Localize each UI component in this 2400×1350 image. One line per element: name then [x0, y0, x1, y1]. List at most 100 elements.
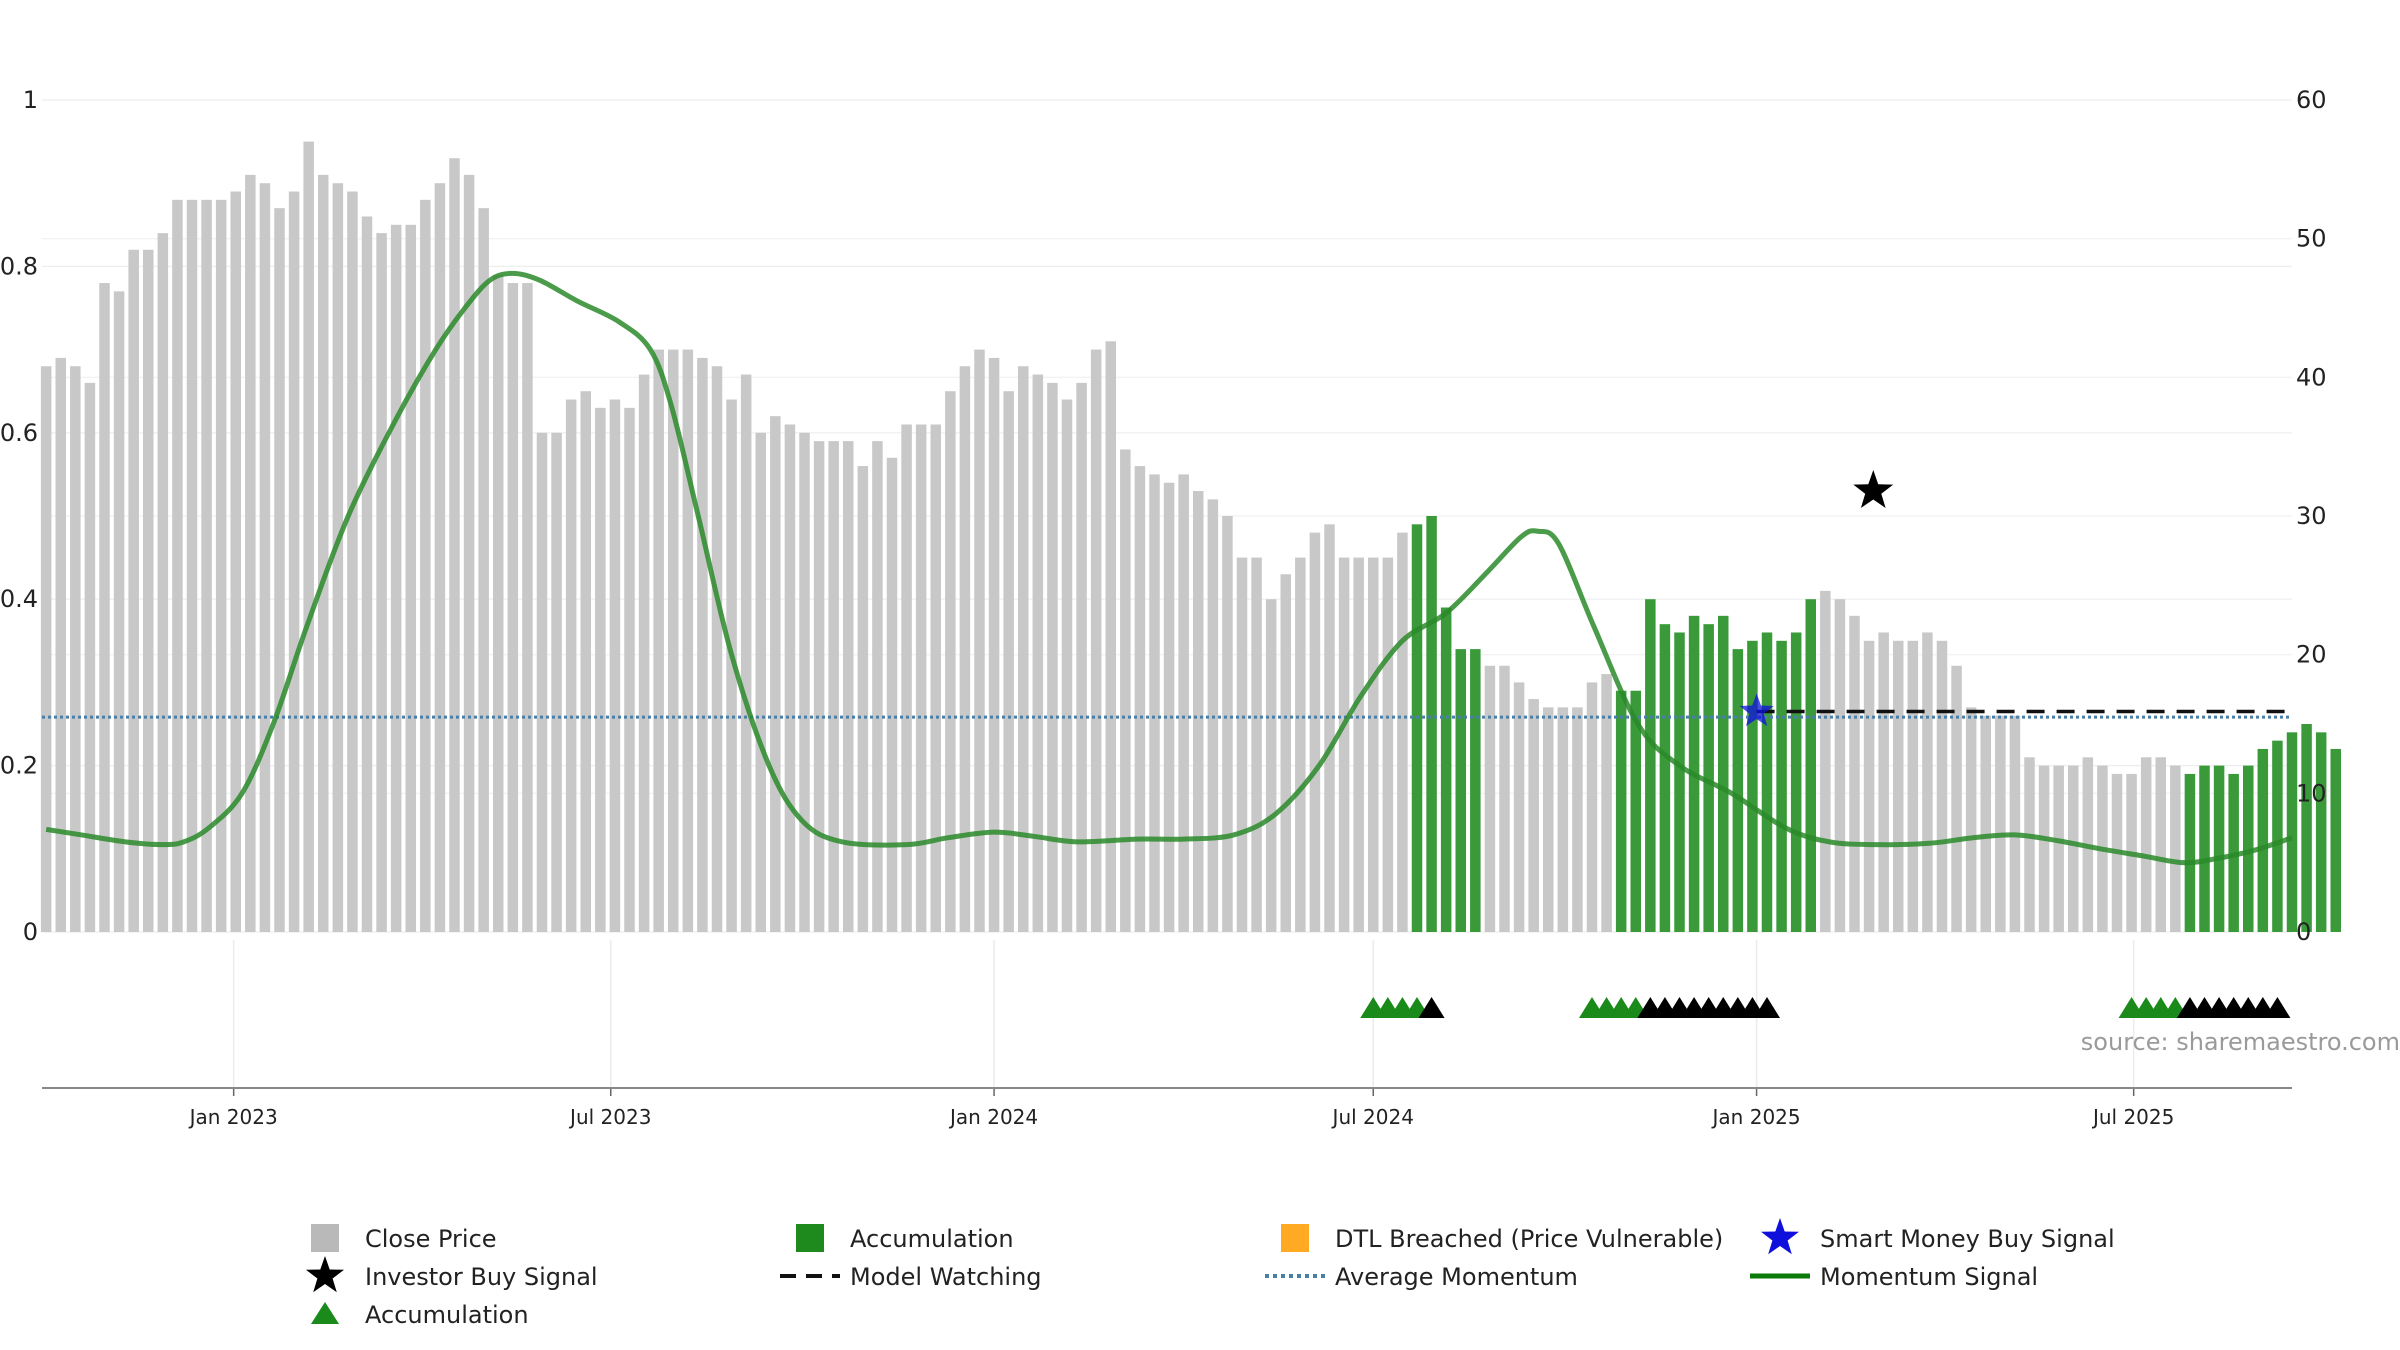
close-price-bar: [1820, 590, 1831, 932]
close-price-bar: [770, 416, 781, 932]
accumulation-bar: [1440, 607, 1452, 932]
close-price-bar: [1893, 640, 1904, 932]
y-right-tick-label: 0: [2296, 918, 2311, 946]
close-price-bar: [332, 183, 344, 932]
marker-row: [1360, 997, 2291, 1018]
close-price-bar: [478, 208, 489, 932]
y-left-tick-label: 0.8: [0, 252, 38, 280]
close-price-bar: [1149, 474, 1160, 932]
close-price-bar: [245, 174, 256, 932]
close-price-bar: [1134, 466, 1146, 932]
close-price-bar: [1090, 349, 1102, 933]
accumulation-bar: [1615, 690, 1627, 932]
accumulation-bar: [1455, 649, 1466, 932]
close-price-bar: [449, 158, 460, 933]
close-price-bar: [1222, 516, 1233, 932]
legend-label: Accumulation: [850, 1225, 1014, 1253]
close-price-bar: [1499, 665, 1510, 932]
accumulation-bar: [1630, 690, 1641, 932]
close-price-bar: [55, 357, 66, 932]
close-price-bar: [259, 183, 271, 932]
legend-symbol-square: [796, 1224, 824, 1252]
y-right-tick-label: 60: [2296, 86, 2327, 114]
close-price-bar: [1922, 632, 1933, 932]
indicator-lines: [42, 270, 2293, 866]
accumulation-bar: [1761, 632, 1773, 932]
close-price-bar: [945, 391, 956, 932]
accumulation-bar: [2257, 748, 2269, 932]
close-price-bar: [84, 382, 96, 932]
close-price-bar: [1295, 557, 1306, 932]
close-price-bar: [1061, 399, 1073, 932]
accumulation-bar: [2272, 740, 2283, 932]
legend-symbol-star: [306, 1256, 344, 1293]
accumulation-bar: [1645, 599, 1656, 932]
close-price-bar: [565, 399, 577, 932]
close-price-bar: [2155, 757, 2166, 932]
x-tick-label: Jul 2024: [1331, 1105, 1414, 1129]
close-price-bar: [1397, 532, 1408, 932]
legend-label: DTL Breached (Price Vulnerable): [1335, 1225, 1723, 1253]
signal-marker: [1418, 997, 1445, 1018]
close-price-bar: [799, 432, 810, 932]
close-price-bar: [2068, 765, 2079, 932]
close-price-bar: [1513, 682, 1525, 932]
close-price-bar: [1018, 366, 1029, 932]
source-label: source: sharemaestro.com: [2081, 1028, 2400, 1056]
close-price-bar: [288, 191, 300, 932]
close-price-bar: [2024, 757, 2035, 932]
close-price-bar: [668, 349, 679, 933]
close-price-bar: [318, 174, 329, 932]
close-price-bar: [595, 407, 606, 933]
x-tick-label: Jan 2023: [188, 1105, 278, 1129]
close-price-bar: [1907, 640, 1919, 932]
y-right-tick-label: 30: [2296, 502, 2327, 530]
accumulation-bar: [1732, 649, 1744, 932]
close-price-bar: [930, 424, 941, 932]
close-price-bar: [420, 199, 431, 933]
close-price-bar: [857, 466, 869, 932]
close-price-bar: [1849, 615, 1860, 932]
legend-label: Momentum Signal: [1820, 1263, 2038, 1291]
close-price-bar: [157, 233, 169, 932]
close-price-bar: [361, 216, 373, 933]
close-price-bar: [113, 291, 125, 932]
close-price-bar: [70, 366, 81, 932]
close-price-bar: [40, 366, 52, 932]
accumulation-bar: [2213, 765, 2225, 932]
close-price-bar: [390, 224, 402, 933]
close-price-bar: [697, 357, 708, 932]
close-price-bar: [2053, 765, 2064, 932]
close-price-bar: [1251, 557, 1262, 932]
close-price-bar: [1484, 665, 1496, 932]
close-price-bar: [1586, 682, 1598, 932]
accumulation-bar: [1747, 640, 1758, 932]
close-price-bar: [872, 441, 883, 932]
x-tick-label: Jul 2025: [2091, 1105, 2174, 1129]
accumulation-bar: [1790, 632, 1802, 932]
close-price-bar: [376, 233, 387, 932]
legend-label: Investor Buy Signal: [365, 1263, 598, 1291]
close-price-bar: [274, 208, 285, 932]
accumulation-bar: [2199, 765, 2210, 932]
close-price-bar: [1951, 665, 1962, 932]
accumulation-bar: [2301, 724, 2312, 932]
close-price-bar: [1120, 449, 1131, 932]
accumulation-bar: [1703, 624, 1714, 932]
close-price-bar: [347, 191, 358, 932]
close-price-bar: [463, 174, 475, 932]
close-price-bar: [813, 441, 825, 932]
close-price-bar: [1047, 382, 1058, 932]
y-left-tick-label: 0.4: [0, 585, 38, 613]
close-price-bar: [1878, 632, 1889, 932]
close-price-bar: [1382, 557, 1394, 932]
close-price-bar: [493, 274, 504, 933]
legend-label: Average Momentum: [1335, 1263, 1578, 1291]
price-bars: [40, 141, 2341, 933]
close-price-bar: [1353, 557, 1364, 932]
accumulation-bar: [1776, 640, 1787, 932]
close-price-bar: [755, 432, 766, 932]
legend-symbol-square: [1281, 1224, 1309, 1252]
accumulation-bar: [1674, 632, 1685, 932]
